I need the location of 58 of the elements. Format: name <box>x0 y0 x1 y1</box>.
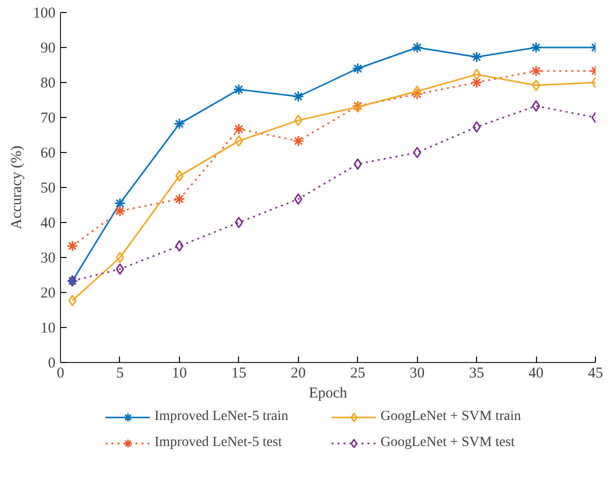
x-tick-label: 45 <box>588 366 603 382</box>
point <box>413 146 422 158</box>
x-tick-label: 15 <box>231 366 246 382</box>
point <box>234 216 243 228</box>
y-tick-label: 100 <box>33 6 56 22</box>
point <box>114 198 126 209</box>
legend-label: Improved LeNet-5 test <box>154 435 284 451</box>
point <box>175 240 184 252</box>
y-tick-label: 90 <box>40 40 56 56</box>
y-tick-label: 0 <box>48 356 56 372</box>
y-tick-label: 40 <box>40 216 56 232</box>
point <box>175 170 184 182</box>
point <box>233 84 245 96</box>
y-tick-label: 60 <box>40 146 56 162</box>
point <box>292 135 304 147</box>
point <box>234 135 243 147</box>
point <box>352 62 364 74</box>
point <box>472 121 481 133</box>
y-tick-label: 30 <box>40 250 56 266</box>
point <box>294 114 302 126</box>
point <box>532 100 540 112</box>
point <box>411 42 423 54</box>
y-tick-label: 80 <box>40 76 56 92</box>
x-tick-label: 40 <box>528 366 544 382</box>
x-tick-label: 35 <box>469 366 484 382</box>
point <box>233 123 245 135</box>
point <box>114 205 126 217</box>
y-tick-label: 70 <box>40 110 56 126</box>
point <box>530 65 542 77</box>
point <box>411 88 423 100</box>
point <box>66 240 78 252</box>
point <box>354 158 362 170</box>
point <box>292 90 304 102</box>
point <box>174 193 186 205</box>
point <box>530 42 542 54</box>
y-tick-label: 10 <box>40 320 56 336</box>
point <box>294 193 302 205</box>
y-tick-label: 50 <box>40 180 56 196</box>
point <box>470 51 482 63</box>
legend-label: Improved LeNet-5 train <box>154 409 290 425</box>
point <box>472 68 481 80</box>
point <box>470 76 482 88</box>
y-axis-title: Accuracy (%) <box>9 146 25 230</box>
legend-label: GoogLeNet + SVM test <box>380 435 516 451</box>
x-tick-label: 30 <box>410 366 425 382</box>
y-tick-label: 20 <box>40 286 56 302</box>
point <box>532 80 540 92</box>
legend-label: GoogLeNet + SVM train <box>380 409 522 425</box>
x-axis-title: Epoch <box>308 386 348 402</box>
x-tick-label: 10 <box>172 366 187 382</box>
x-tick-label: 20 <box>290 366 306 382</box>
x-tick-label: 5 <box>116 366 124 382</box>
point <box>174 118 186 130</box>
point <box>413 86 422 97</box>
point <box>68 294 76 306</box>
point <box>116 263 124 275</box>
x-tick-label: 25 <box>350 366 366 382</box>
point <box>116 252 124 264</box>
